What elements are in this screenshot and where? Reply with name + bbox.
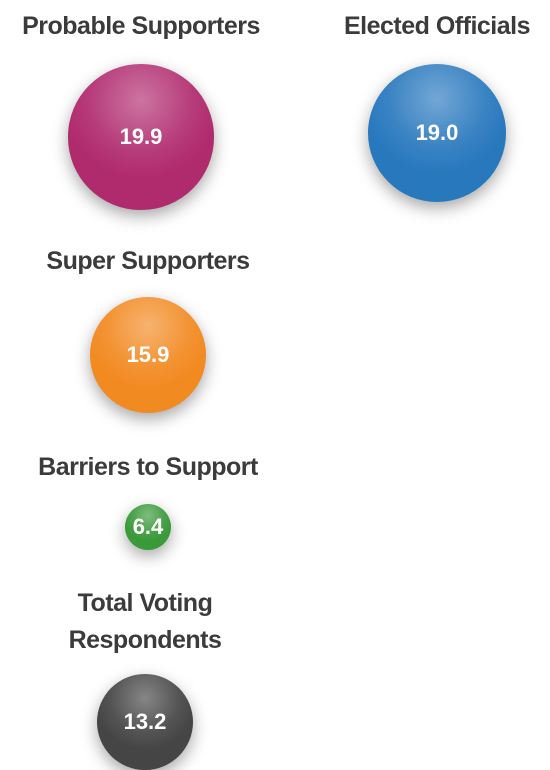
value-label: 15.9 — [126, 341, 170, 367]
bubble: 19.0 — [367, 63, 507, 203]
value-label: 6.4 — [132, 513, 164, 539]
category-label: Total Voting Respondents — [68, 589, 222, 654]
bubble: 19.9 — [68, 64, 214, 210]
bubble: 6.4 — [124, 503, 172, 551]
bubble: 15.9 — [89, 296, 207, 414]
category-label: Elected Officials — [343, 12, 531, 40]
category-label: Barriers to Support — [38, 453, 258, 481]
value-label: 19.0 — [415, 119, 459, 145]
category-label: Super Supporters — [46, 247, 250, 275]
category-label: Probable Supporters — [22, 12, 260, 40]
bubble: 13.2 — [96, 673, 194, 770]
value-label: 13.2 — [123, 708, 167, 734]
value-label: 19.9 — [119, 123, 163, 149]
